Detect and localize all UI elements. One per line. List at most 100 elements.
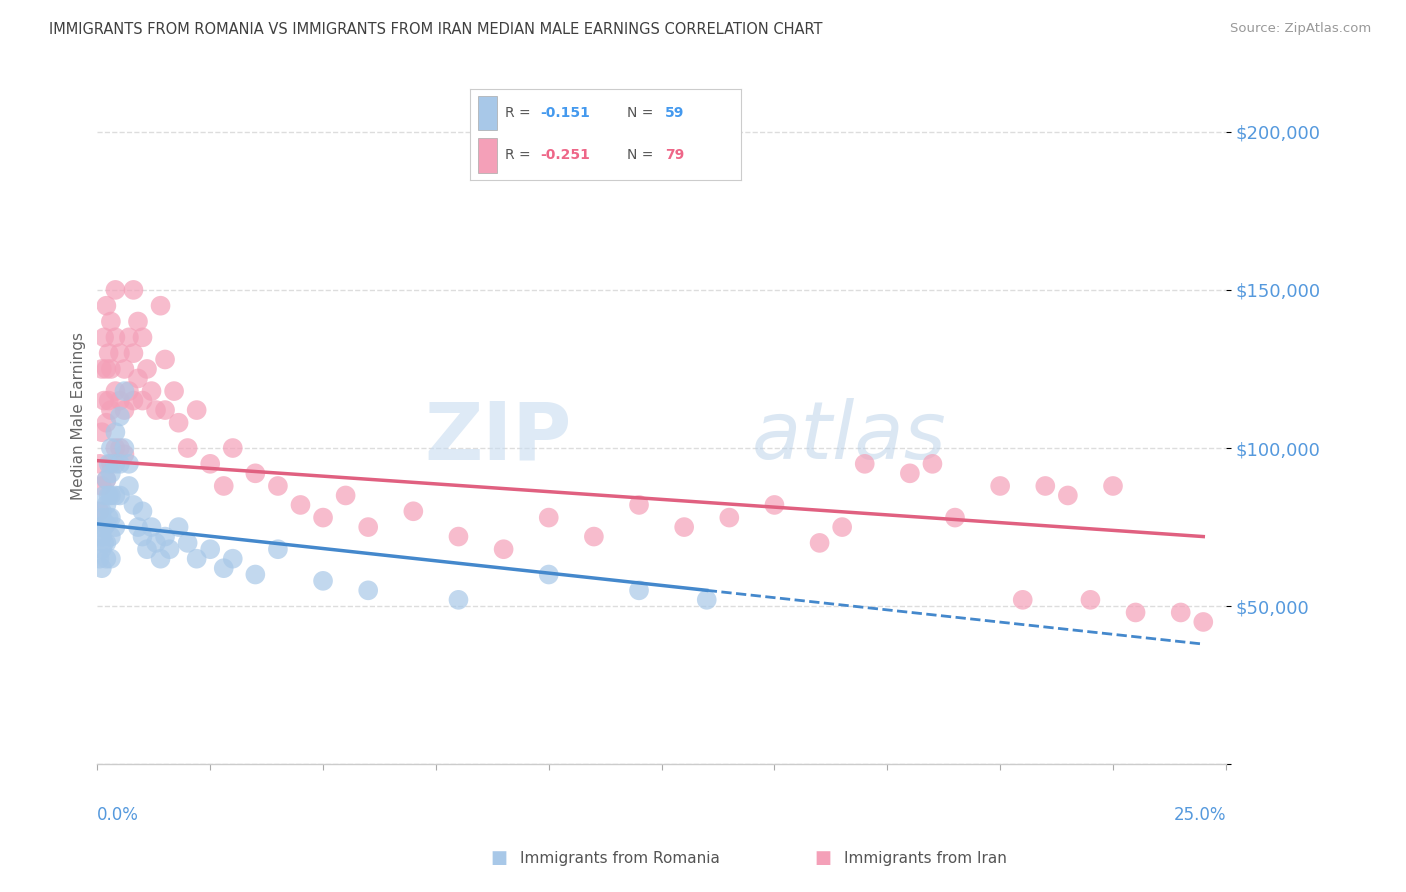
Point: [200, 457, 222, 471]
Point: [90, 510, 112, 524]
Point: [96, 416, 118, 430]
Point: [131, 393, 153, 408]
Point: [89, 457, 111, 471]
Point: [97, 457, 120, 471]
Point: [808, 536, 831, 550]
Point: [100, 362, 122, 376]
Point: [90, 530, 112, 544]
Point: [89, 504, 111, 518]
Point: [186, 403, 208, 417]
Point: [93, 488, 115, 502]
Point: [628, 498, 651, 512]
Point: [921, 457, 943, 471]
Point: [267, 542, 290, 557]
Point: [90, 542, 112, 557]
Point: [673, 520, 696, 534]
Point: [100, 314, 122, 328]
Point: [122, 498, 145, 512]
Point: [104, 330, 127, 344]
Text: IMMIGRANTS FROM ROMANIA VS IMMIGRANTS FROM IRAN MEDIAN MALE EARNINGS CORRELATION: IMMIGRANTS FROM ROMANIA VS IMMIGRANTS FR…: [49, 22, 823, 37]
Point: [100, 441, 122, 455]
Text: atlas: atlas: [752, 398, 946, 476]
Point: [159, 542, 181, 557]
Point: [831, 520, 853, 534]
Point: [127, 314, 149, 328]
Point: [100, 457, 122, 471]
Point: [118, 330, 141, 344]
Point: [93, 330, 115, 344]
Point: [136, 542, 159, 557]
Point: [97, 346, 120, 360]
Point: [357, 520, 380, 534]
Point: [100, 488, 122, 502]
Point: [104, 384, 127, 398]
Point: [127, 520, 149, 534]
Point: [108, 409, 131, 424]
Point: [1033, 479, 1056, 493]
Point: [93, 520, 115, 534]
Point: [100, 467, 122, 481]
Point: [108, 441, 131, 455]
Text: ZIP: ZIP: [425, 398, 571, 476]
Point: [114, 403, 136, 417]
Point: [1057, 488, 1080, 502]
Point: [245, 567, 267, 582]
Point: [943, 510, 966, 524]
Point: [114, 441, 136, 455]
Text: Source: ZipAtlas.com: Source: ZipAtlas.com: [1230, 22, 1371, 36]
Point: [582, 530, 605, 544]
Point: [163, 384, 186, 398]
Point: [222, 551, 245, 566]
Point: [90, 561, 112, 575]
Point: [90, 504, 112, 518]
Text: 25.0%: 25.0%: [1174, 806, 1226, 824]
Point: [153, 403, 176, 417]
Point: [357, 583, 380, 598]
Y-axis label: Median Male Earnings: Median Male Earnings: [72, 333, 86, 500]
Point: [96, 536, 118, 550]
Point: [97, 510, 120, 524]
Point: [402, 504, 425, 518]
Point: [290, 498, 312, 512]
Point: [141, 384, 163, 398]
Point: [104, 441, 127, 455]
Point: [122, 346, 145, 360]
Point: [118, 479, 141, 493]
Point: [312, 574, 335, 588]
Point: [89, 520, 111, 534]
Point: [176, 441, 198, 455]
Point: [108, 488, 131, 502]
Point: [335, 488, 357, 502]
Point: [96, 473, 118, 487]
Point: [447, 592, 470, 607]
Point: [131, 530, 153, 544]
Point: [104, 457, 127, 471]
Point: [186, 551, 208, 566]
Text: ■: ■: [491, 849, 508, 867]
Point: [1102, 479, 1125, 493]
Point: [167, 416, 190, 430]
Point: [153, 352, 176, 367]
Point: [167, 520, 190, 534]
Point: [100, 403, 122, 417]
Point: [763, 498, 786, 512]
Point: [122, 283, 145, 297]
Point: [1192, 615, 1215, 629]
Point: [988, 479, 1011, 493]
Point: [96, 498, 118, 512]
Point: [537, 567, 560, 582]
Point: [145, 403, 167, 417]
Point: [97, 393, 120, 408]
Point: [104, 425, 127, 440]
Point: [100, 510, 122, 524]
Point: [1125, 606, 1147, 620]
Point: [104, 283, 127, 297]
Point: [718, 510, 741, 524]
Point: [90, 479, 112, 493]
Point: [122, 393, 145, 408]
Point: [200, 542, 222, 557]
Point: [898, 467, 921, 481]
Text: Immigrants from Iran: Immigrants from Iran: [844, 851, 1007, 865]
Point: [149, 551, 172, 566]
Point: [108, 457, 131, 471]
